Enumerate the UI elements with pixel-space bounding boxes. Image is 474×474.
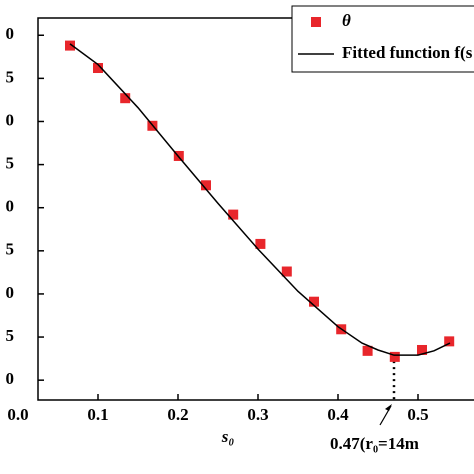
- data-point: [281, 266, 292, 277]
- legend-label: θ: [342, 11, 351, 30]
- y-tick-label: 0: [6, 197, 15, 216]
- legend-marker: [311, 17, 321, 27]
- data-point: [309, 296, 319, 307]
- annotation: 0.47(r₀=14m: [330, 434, 419, 453]
- data-point: [201, 180, 211, 191]
- y-tick-label: 0: [6, 24, 15, 43]
- y-tick-label: 5: [6, 240, 15, 259]
- data-point: [444, 336, 455, 347]
- data-point: [362, 345, 373, 356]
- y-tick-label: 0: [6, 283, 15, 302]
- data-point: [65, 40, 75, 51]
- fitted-line: [69, 43, 451, 356]
- data-point: [417, 344, 427, 355]
- legend-label: Fitted function f(s: [342, 43, 473, 62]
- x-tick-label: 0.3: [247, 405, 268, 424]
- plot-frame: [37, 17, 474, 401]
- x-tick-label: 0.1: [87, 405, 108, 424]
- annotation-arrowhead: [385, 404, 392, 411]
- data-point: [228, 209, 239, 220]
- data-point: [93, 63, 103, 74]
- legend-box: [291, 5, 474, 73]
- y-tick-label: 5: [6, 67, 15, 86]
- x-tick-label: 0.2: [167, 405, 188, 424]
- data-point: [120, 93, 131, 104]
- x-tick-label: 0.0: [7, 405, 28, 424]
- x-tick-label: 0.4: [327, 405, 349, 424]
- data-point: [255, 238, 266, 249]
- y-tick-label: 0: [6, 369, 15, 388]
- y-tick-label: 5: [6, 326, 15, 345]
- y-tick-label: 5: [6, 153, 15, 172]
- data-point: [389, 351, 400, 362]
- x-axis-label: s₀: [221, 427, 235, 446]
- y-tick-label: 0: [6, 110, 15, 129]
- x-tick-label: 0.5: [407, 405, 428, 424]
